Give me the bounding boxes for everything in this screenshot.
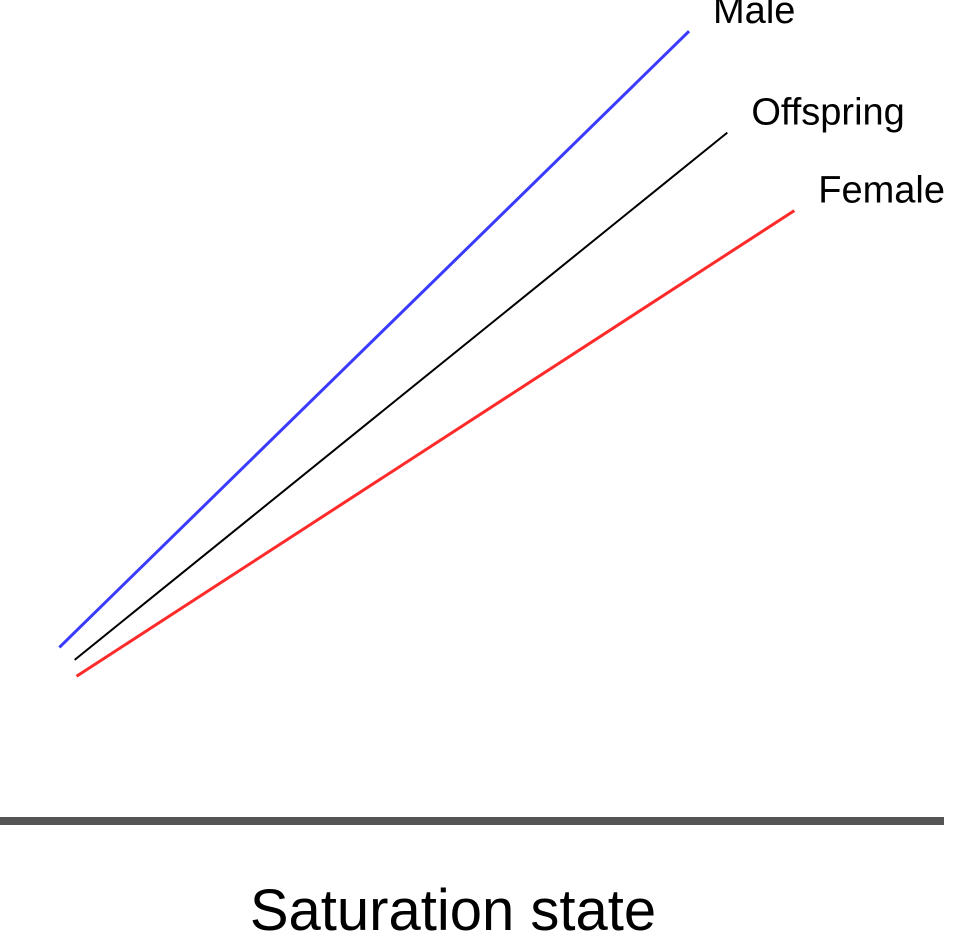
x-axis-label: Saturation state — [250, 878, 656, 943]
series-line-male — [58, 30, 691, 649]
series-label-female: Female — [818, 170, 945, 212]
series-label-layer: Male Offspring Female — [713, 0, 945, 212]
series-label-offspring: Offspring — [751, 92, 904, 134]
series-label-male: Male — [713, 0, 795, 32]
series-layer — [58, 30, 796, 678]
series-line-female — [75, 209, 796, 678]
series-line-offspring — [74, 131, 728, 661]
